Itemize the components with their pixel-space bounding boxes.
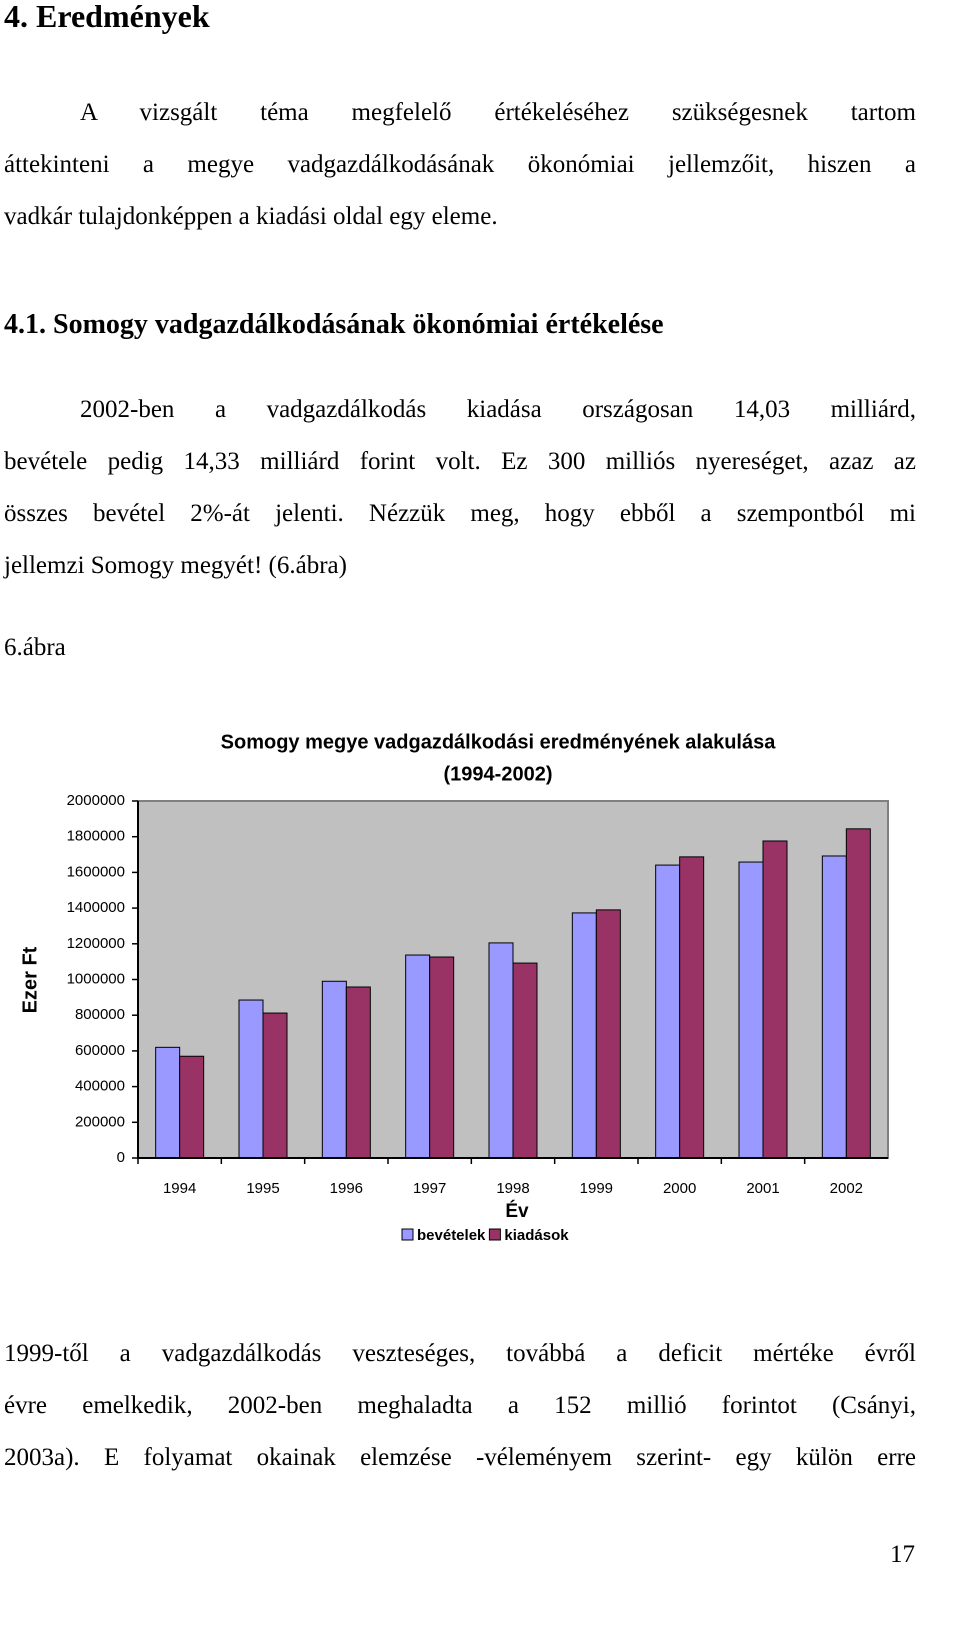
bar: [655, 864, 681, 1159]
y-tick-label: 200000: [75, 1113, 125, 1130]
chart: Somogy megye vadgazdálkodási eredményéne…: [19, 731, 889, 1244]
text-line: összes bevétel 2%-át jelenti. Nézzük meg…: [4, 500, 916, 527]
x-tick-label: 1994: [163, 1180, 196, 1197]
figure-label: 6.ábra: [4, 634, 66, 661]
bar: [845, 828, 871, 1159]
y-tick-label: 0: [117, 1149, 125, 1166]
bar: [345, 986, 371, 1159]
text-line: 2002-ben a vadgazdálkodás kiadása ország…: [80, 396, 916, 423]
y-tick-label: 1000000: [67, 970, 125, 987]
bar: [238, 999, 264, 1159]
legend-swatch: [488, 1228, 501, 1241]
legend-label: kiadások: [504, 1227, 569, 1244]
y-tick-label: 400000: [75, 1078, 125, 1095]
y-tick-label: 600000: [75, 1042, 125, 1059]
text-line: 1999-től a vadgazdálkodás veszteséges, t…: [4, 1340, 916, 1367]
text-line: bevétele pedig 14,33 milliárd forint vol…: [4, 448, 916, 475]
x-tick-label: 2000: [663, 1180, 696, 1197]
bar: [262, 1012, 288, 1159]
text-line: áttekinteni a megye vadgazdálkodásának ö…: [4, 151, 916, 178]
chart-title: Somogy megye vadgazdálkodási eredményéne…: [221, 731, 777, 753]
legend-swatch: [401, 1228, 414, 1241]
x-tick-label: 2002: [830, 1180, 863, 1197]
y-tick-label: 1400000: [67, 899, 125, 916]
x-tick-label: 1995: [246, 1180, 279, 1197]
paragraph: A vizsgált téma megfelelő értékeléséhez …: [4, 87, 916, 243]
legend-label: bevételek: [417, 1227, 486, 1244]
y-tick-label: 1800000: [67, 828, 125, 845]
x-tick-label: 1999: [580, 1180, 613, 1197]
bar: [405, 954, 431, 1159]
bar: [679, 856, 705, 1159]
bar: [155, 1046, 181, 1159]
x-tick-label: 1996: [330, 1180, 363, 1197]
x-tick-label: 2001: [746, 1180, 779, 1197]
bar: [738, 861, 764, 1159]
y-axis-label: Ezer Ft: [19, 946, 41, 1013]
bar: [179, 1055, 205, 1159]
bar: [512, 962, 538, 1159]
text-line: vadkár tulajdonképpen a kiadási oldal eg…: [4, 203, 498, 230]
bar: [821, 855, 847, 1159]
page-number: 17: [890, 1541, 915, 1568]
bar: [429, 956, 455, 1159]
y-tick-label: 2000000: [67, 792, 125, 809]
paragraph: 1999-től a vadgazdálkodás veszteséges, t…: [4, 1328, 916, 1484]
y-tick-label: 800000: [75, 1006, 125, 1023]
x-axis-label: Év: [505, 1200, 529, 1222]
bar: [762, 840, 788, 1159]
y-tick-label: 1600000: [67, 863, 125, 880]
text-line: A vizsgált téma megfelelő értékeléséhez …: [80, 99, 916, 126]
text-line: évre emelkedik, 2002-ben meghaladta a 15…: [4, 1392, 916, 1419]
paragraph: 2002-ben a vadgazdálkodás kiadása ország…: [4, 384, 916, 592]
y-tick-label: 1200000: [67, 935, 125, 952]
x-tick-label: 1998: [496, 1180, 529, 1197]
chart-title: (1994-2002): [444, 763, 553, 785]
bar: [321, 980, 347, 1159]
bar: [595, 909, 621, 1159]
heading: 4. Eredmények: [4, 0, 210, 34]
section-title: 4.1. Somogy vadgazdálkodásának ökonómiai…: [4, 309, 664, 340]
bar: [488, 942, 514, 1159]
x-tick-label: 1997: [413, 1180, 446, 1197]
text-line: 2003a). E folyamat okainak elemzése -vél…: [4, 1444, 916, 1471]
text-line: jellemzi Somogy megyét! (6.ábra): [4, 552, 347, 579]
bar: [571, 912, 597, 1159]
